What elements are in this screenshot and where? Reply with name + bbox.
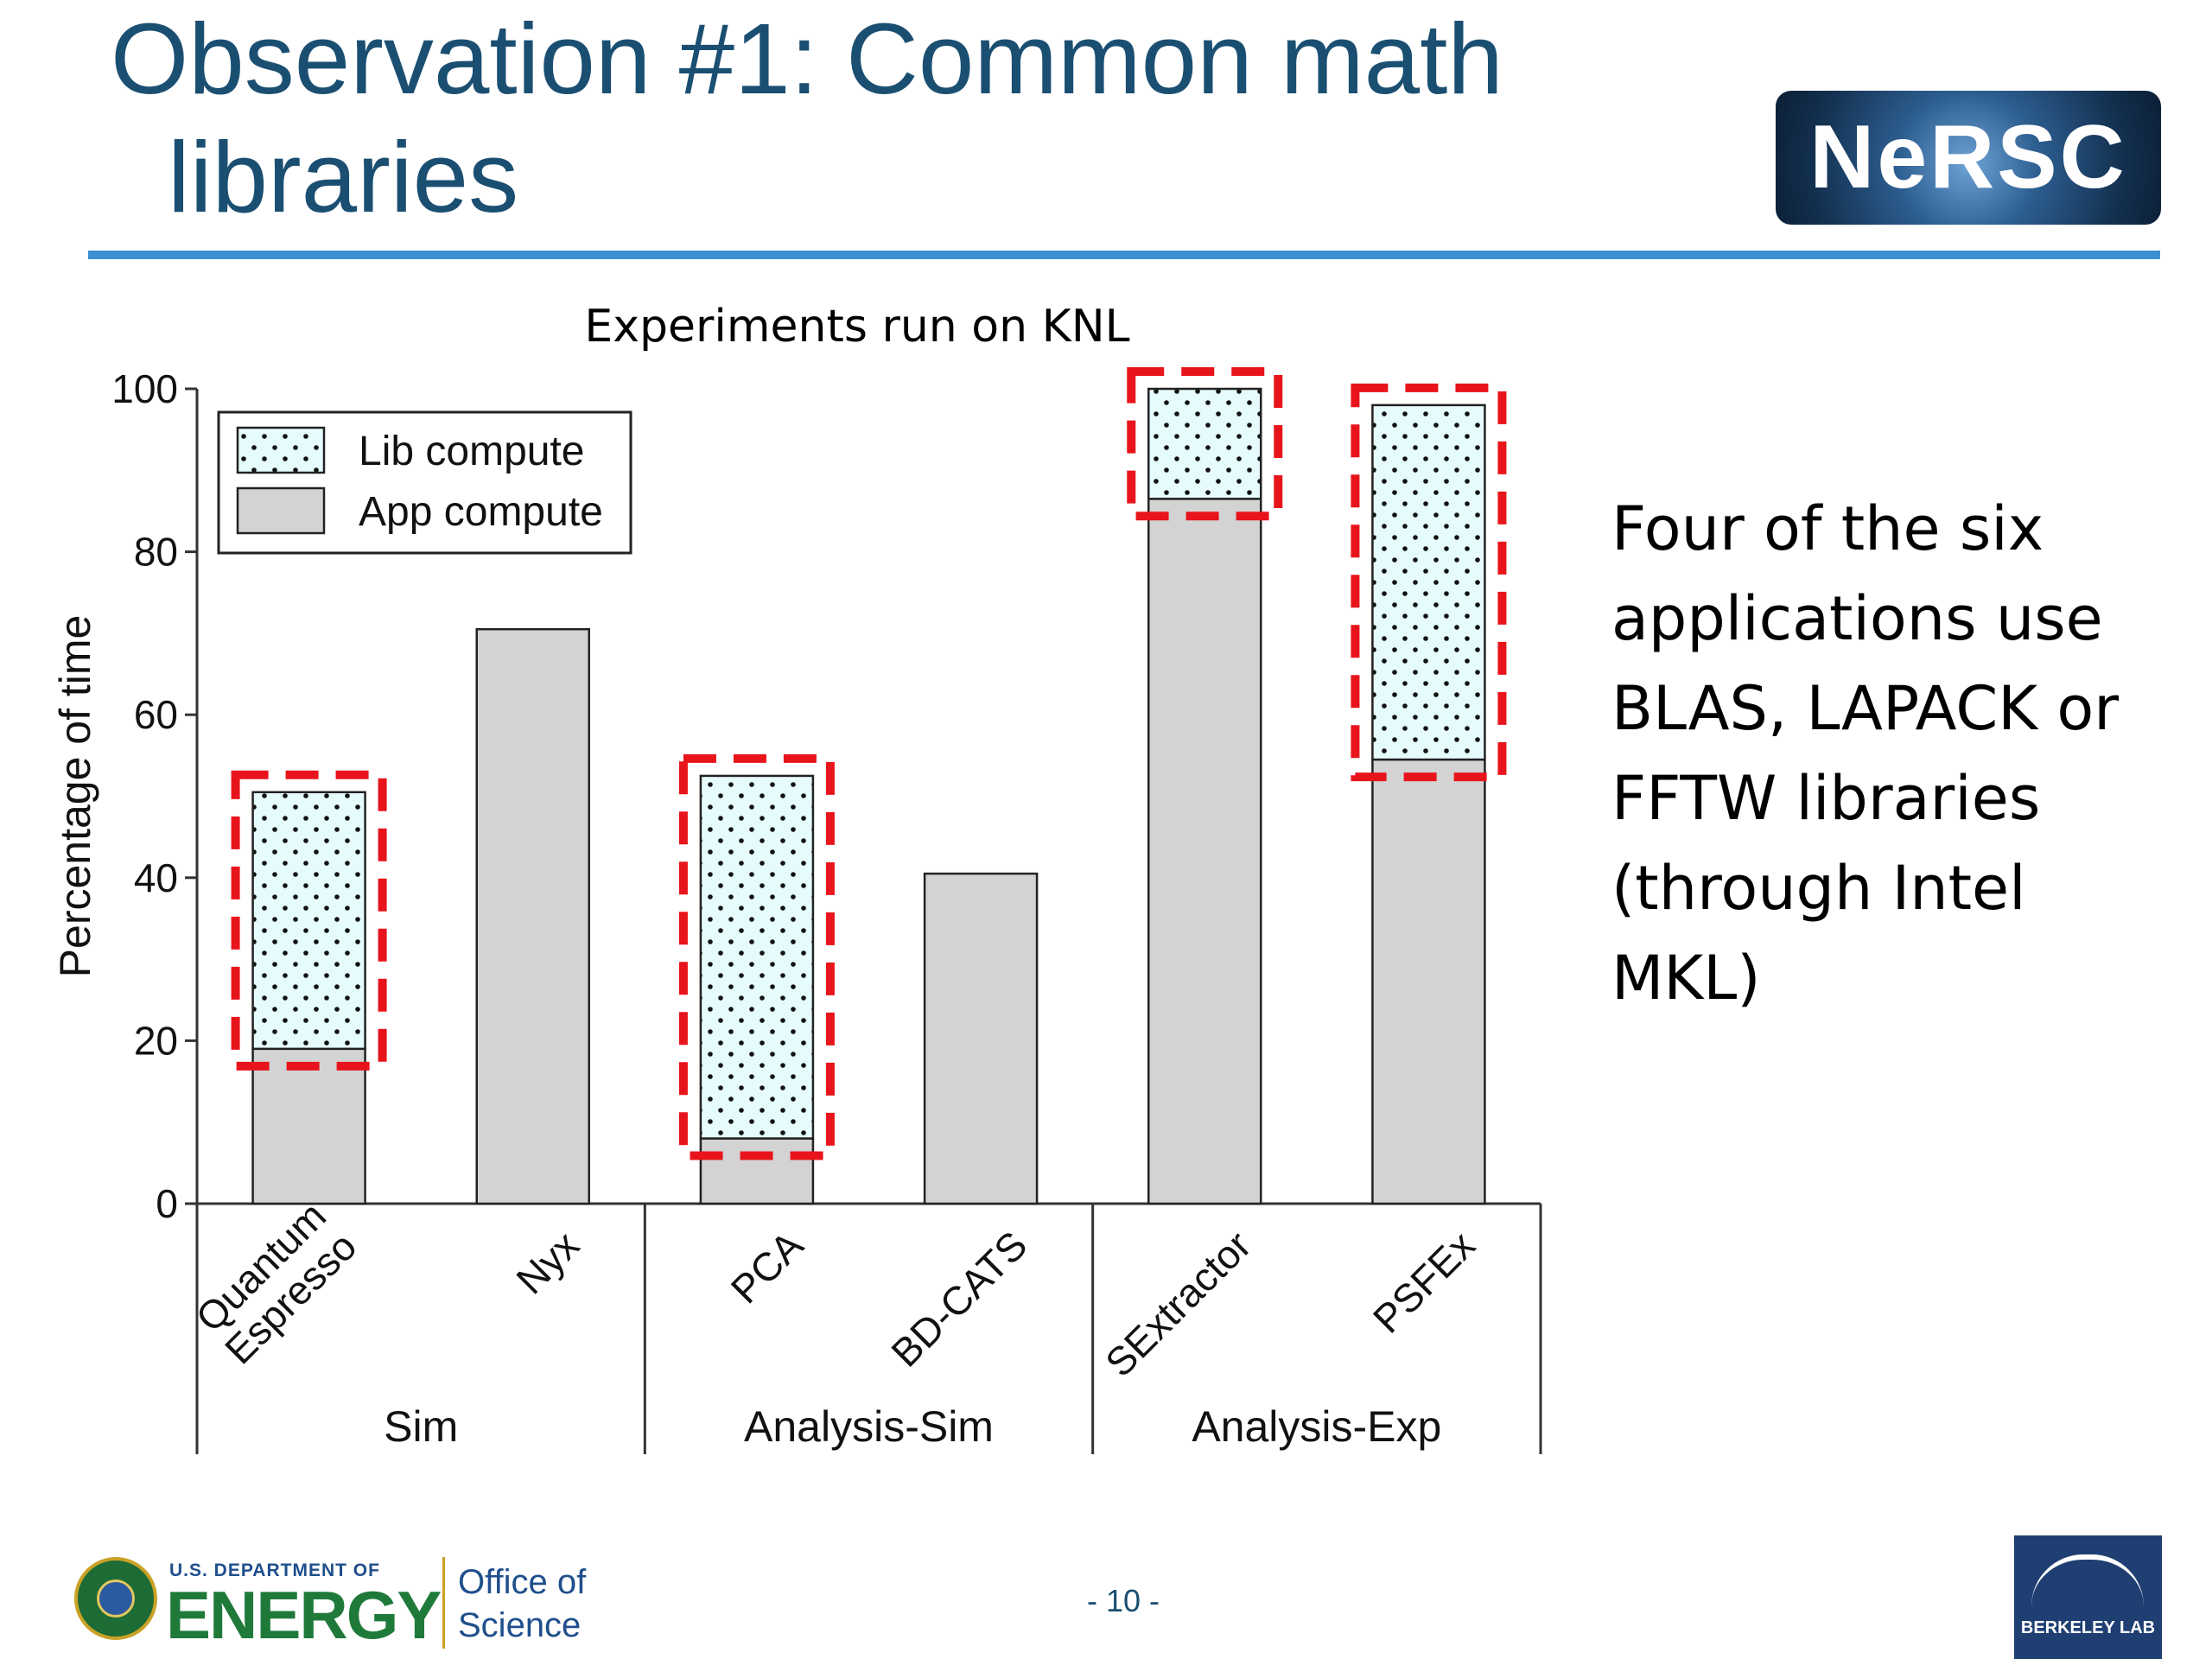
highlight-box: [678, 753, 835, 1160]
legend-swatch: [236, 486, 326, 535]
logo-divider: [442, 1557, 445, 1649]
bar-app-compute: [699, 1137, 815, 1205]
x-tick-label: Nyx: [507, 1223, 588, 1303]
bar-app-compute: [475, 627, 590, 1205]
bar-lib-compute: [1371, 404, 1486, 761]
legend-swatch: [236, 426, 326, 474]
y-tick-label: 60: [134, 692, 178, 737]
x-tick-label: PSFEx: [1364, 1223, 1484, 1342]
berkeley-lab-logo: BERKELEY LAB: [2014, 1535, 2162, 1659]
annotation-line: applications use: [1611, 583, 2103, 654]
doe-energy-label: ENERGY: [166, 1577, 442, 1653]
highlight-box: [1351, 383, 1507, 782]
legend-label: App compute: [359, 489, 603, 535]
doe-office-of-science-logo: U.S. DEPARTMENT OF ENERGY Office of Scie…: [74, 1547, 610, 1653]
doe-department-label: U.S. DEPARTMENT OF: [169, 1560, 380, 1580]
office-of-science-label: Office of Science: [458, 1560, 586, 1647]
x-tick-label-line: PSFEx: [1364, 1223, 1484, 1342]
x-tick-label: BD-CATS: [882, 1223, 1035, 1376]
bar-app-compute: [1147, 498, 1262, 1205]
nersc-logo: NeRSC: [1776, 91, 2161, 225]
bar-lib-compute: [251, 791, 366, 1051]
office-line-1: Office of: [458, 1563, 587, 1601]
highlight-box: [1127, 367, 1283, 521]
x-tick-label-line: BD-CATS: [882, 1223, 1035, 1376]
stacked-bar-chart: Experiments run on KNL 0 20 40 60 80 100 Percen…: [51, 301, 1542, 1454]
x-tick-label-line: SExtractor: [1096, 1223, 1260, 1386]
title-divider: [88, 251, 2160, 259]
annotation-line: MKL): [1611, 943, 1761, 1014]
y-tick-label: 100: [111, 366, 178, 411]
annotation-line: Four of the six: [1611, 493, 2044, 564]
y-tick-label: 80: [134, 530, 178, 575]
legend-label: Lib compute: [359, 429, 585, 474]
group-label: Analysis-Sim: [744, 1402, 994, 1451]
bar-lib-compute: [699, 774, 815, 1140]
x-tick-label: SExtractor: [1096, 1223, 1260, 1386]
chart-title: Experiments run on KNL: [584, 301, 1129, 353]
x-tick-label: QuantumEspresso: [186, 1193, 365, 1373]
bar-app-compute: [251, 1047, 366, 1205]
annotation-line: (through Intel: [1611, 853, 2026, 924]
slide-title-line-1: Observation #1: Common math: [111, 3, 1503, 115]
berkeley-lab-building-icon: [2031, 1554, 2144, 1606]
x-tick-label-line: PCA: [722, 1222, 812, 1312]
group-label: Sim: [384, 1402, 458, 1451]
y-tick-label: 0: [156, 1181, 178, 1226]
y-tick-label: 20: [134, 1018, 178, 1063]
group-label: Analysis-Exp: [1192, 1402, 1441, 1451]
annotation-line: FFTW libraries: [1611, 763, 2041, 834]
annotation-line: BLAS, LAPACK or: [1611, 673, 2119, 744]
doe-seal-icon: [74, 1557, 157, 1640]
bar-app-compute: [923, 872, 1039, 1205]
nersc-logo-text: NeRSC: [1809, 107, 2127, 207]
y-axis-label: Percentage of time: [51, 615, 99, 978]
bar-app-compute: [1371, 758, 1486, 1205]
x-tick-label-line: Nyx: [507, 1223, 588, 1303]
slide-title-line-2: libraries: [168, 121, 519, 233]
y-tick-label: 40: [134, 855, 178, 900]
bar-lib-compute: [1147, 387, 1262, 500]
office-line-2: Science: [458, 1606, 582, 1644]
page-number: - 10 -: [1086, 1583, 1160, 1618]
annotation-text: Four of the six applications use BLAS, LAP…: [1611, 484, 2182, 1023]
highlight-box: [231, 770, 387, 1071]
berkeley-lab-label: BERKELEY LAB: [2020, 1618, 2156, 1637]
slide-title: Observation #1: Common math libraries: [111, 0, 1580, 237]
x-tick-label: PCA: [722, 1222, 812, 1312]
